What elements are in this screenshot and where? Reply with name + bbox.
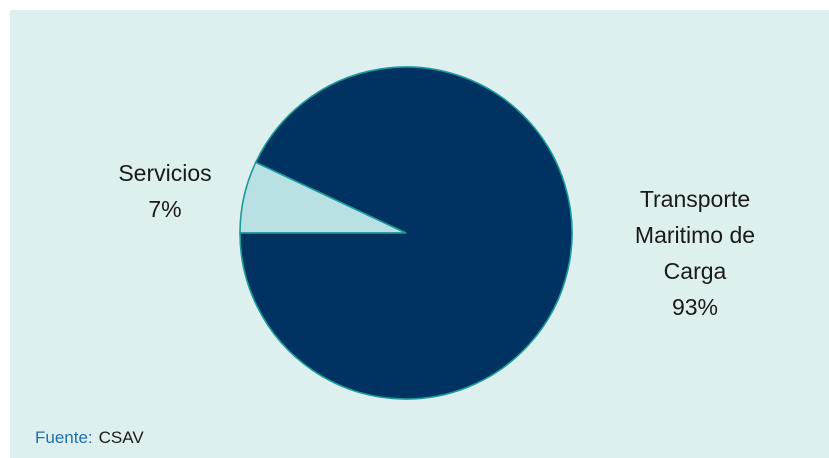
source-note: Fuente: CSAV — [35, 428, 144, 448]
pie-slice-transporte — [240, 67, 572, 399]
chart-area: Servicios 7% Transporte Maritimo de Carg… — [10, 10, 829, 458]
source-value: CSAV — [99, 428, 144, 447]
slice-label-servicios: Servicios 7% — [105, 155, 225, 227]
source-prefix: Fuente: — [35, 428, 93, 447]
slice-label-transporte-line-1: Transporte — [610, 181, 780, 217]
slice-label-servicios-value: 7% — [105, 191, 225, 227]
slice-label-transporte: Transporte Maritimo de Carga 93% — [610, 181, 780, 325]
slice-label-servicios-name: Servicios — [105, 155, 225, 191]
slice-label-transporte-value: 93% — [610, 289, 780, 325]
slice-label-transporte-line-3: Carga — [610, 253, 780, 289]
slice-label-transporte-line-2: Maritimo de — [610, 217, 780, 253]
